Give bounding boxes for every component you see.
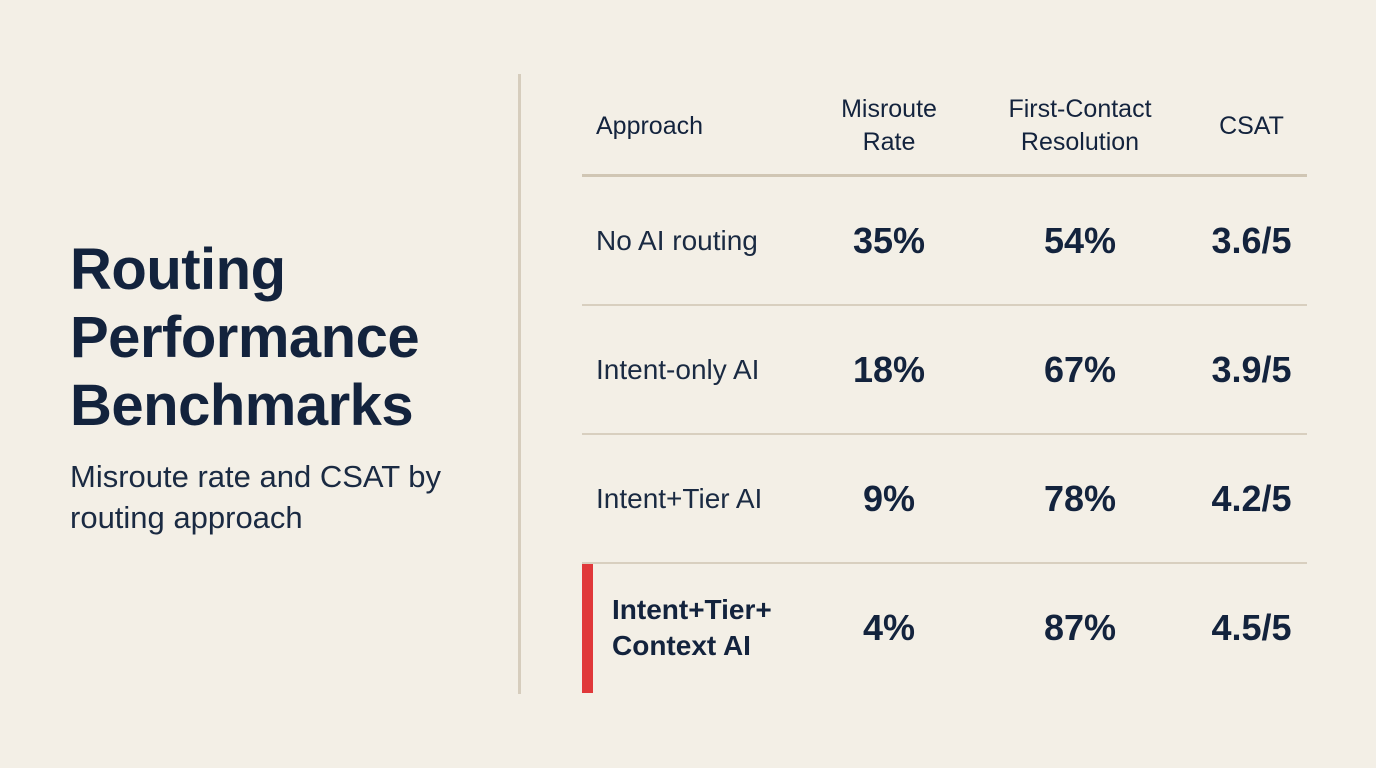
csat-cell: 4.2/5 (1211, 477, 1292, 519)
benchmark-table: Approach Misroute Rate First-Contact Res… (582, 78, 1307, 693)
title-line: Performance (70, 305, 420, 370)
vertical-divider (518, 74, 521, 694)
csat-cell: 3.6/5 (1211, 219, 1292, 261)
misroute-rate-cell: 9% (862, 477, 916, 519)
first-contact-resolution-cell: 87% (1043, 606, 1117, 648)
header-misroute-rate: Misroute Rate (814, 93, 964, 159)
misroute-rate-cell: 35% (852, 219, 926, 261)
approach-cell: Intent+Tier+ Context AI (582, 592, 814, 664)
first-contact-resolution-cell: 67% (1043, 348, 1117, 390)
first-contact-resolution-cell: 54% (1043, 219, 1117, 261)
title-line: Routing (70, 237, 286, 302)
csat-cell: 4.5/5 (1211, 606, 1292, 648)
misroute-rate-cell: 4% (862, 606, 916, 648)
first-contact-resolution-cell: 78% (1043, 477, 1117, 519)
table-row-highlighted: Intent+Tier+ Context AI 4% 87% 4.5/5 (582, 562, 1307, 693)
page-title: Routing Performance Benchmarks (70, 236, 420, 440)
table-row: Intent-only AI 18% 67% 3.9/5 (582, 304, 1307, 433)
highlight-accent-bar (582, 564, 593, 693)
page-subtitle: Misroute rate and CSAT by routing approa… (70, 459, 442, 535)
misroute-rate-cell: 18% (852, 348, 926, 390)
approach-cell: No AI routing (596, 224, 758, 256)
title-line: Benchmarks (70, 373, 414, 438)
header-approach: Approach (596, 111, 704, 140)
table-row: Intent+Tier AI 9% 78% 4.2/5 (582, 433, 1307, 562)
header-csat: CSAT (1219, 111, 1284, 140)
table-header-row: Approach Misroute Rate First-Contact Res… (582, 78, 1307, 174)
approach-text: Intent+Tier+ Context AI (612, 593, 772, 661)
header-text: First-Contact Resolution (1008, 95, 1152, 156)
header-first-contact-resolution: First-Contact Resolution (964, 93, 1196, 159)
table-row: No AI routing 35% 54% 3.6/5 (582, 174, 1307, 304)
header-text: Misroute Rate (841, 95, 937, 156)
csat-cell: 3.9/5 (1211, 348, 1292, 390)
approach-cell: Intent-only AI (596, 353, 760, 385)
approach-cell: Intent+Tier AI (596, 482, 763, 514)
